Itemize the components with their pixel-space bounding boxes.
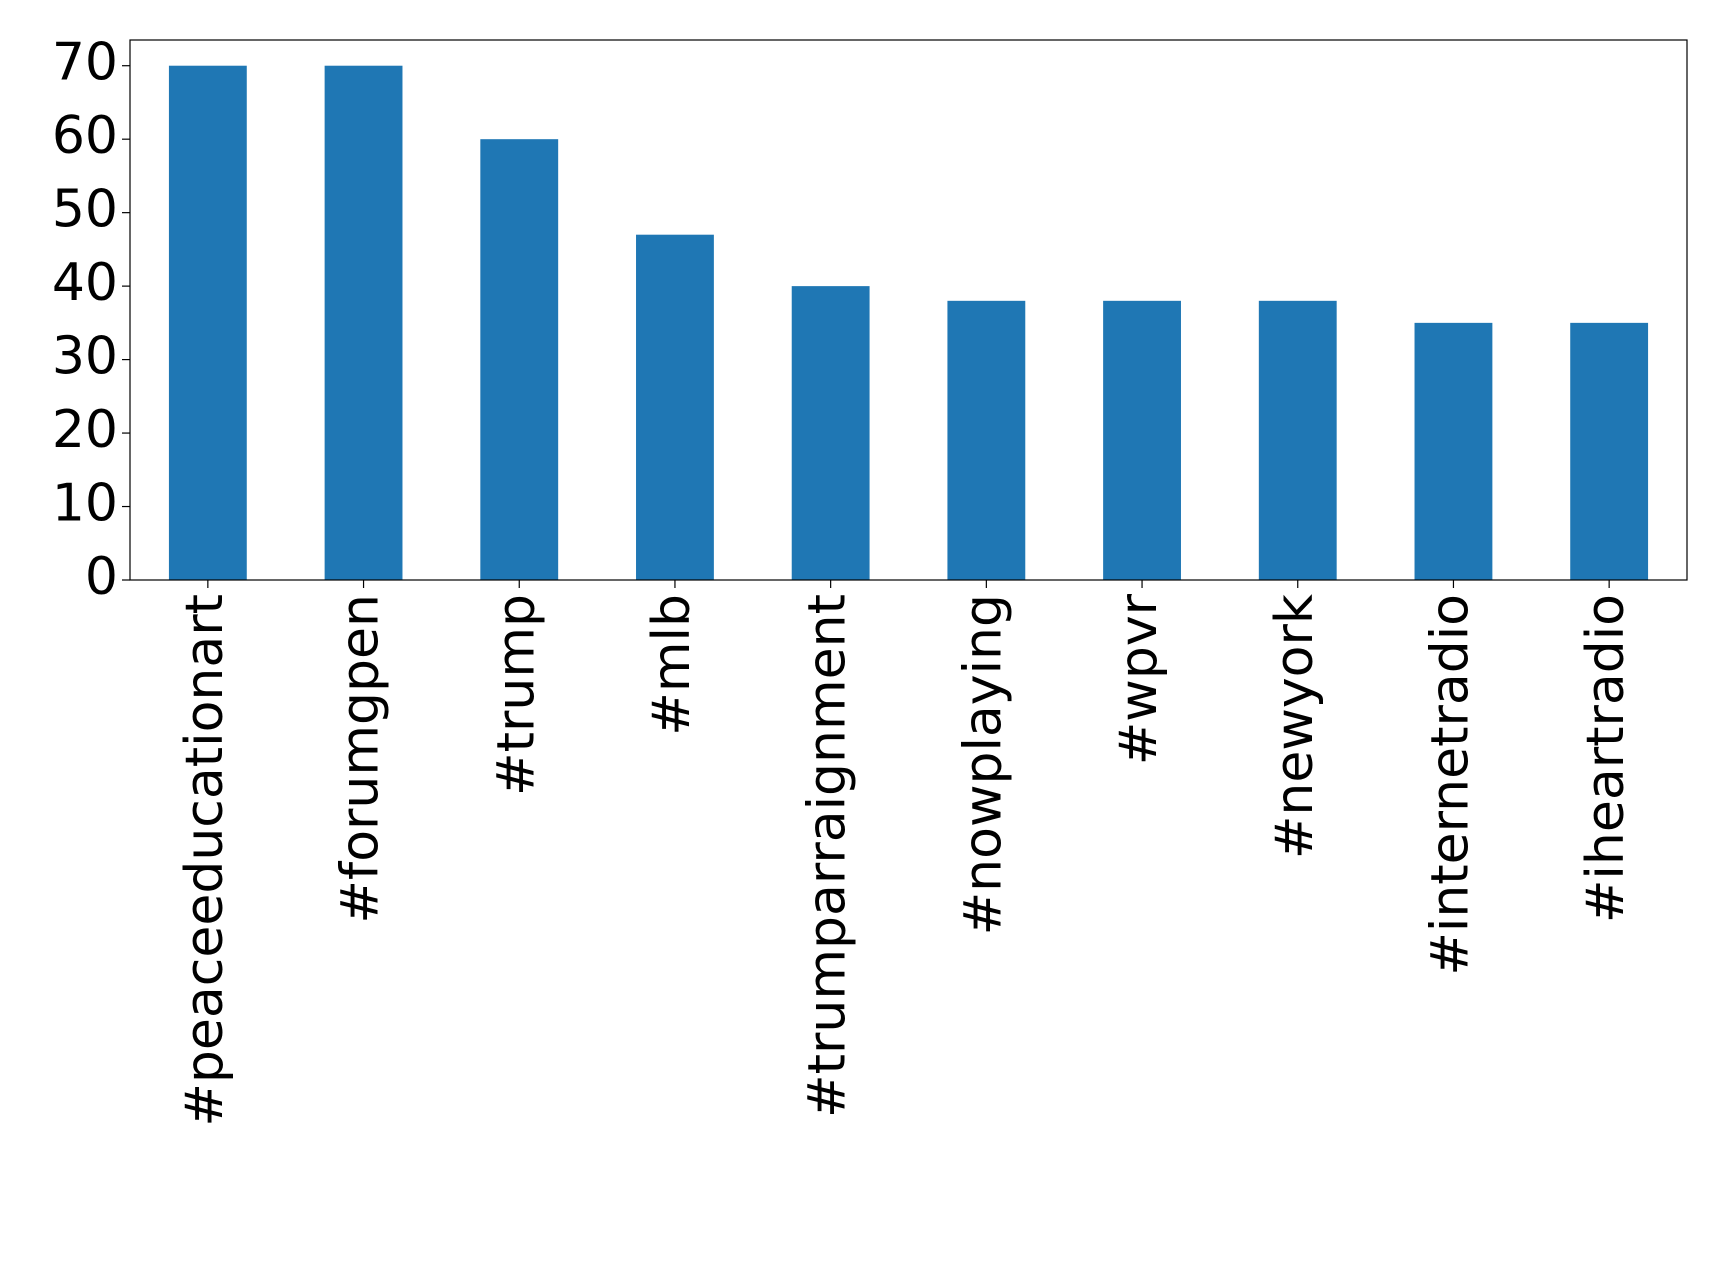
bar xyxy=(1103,300,1181,580)
bar xyxy=(1258,300,1337,580)
bar xyxy=(636,234,714,580)
bar xyxy=(480,139,559,581)
x-tick-label: #forumgpen xyxy=(331,594,391,924)
bar xyxy=(1570,322,1649,580)
x-tick-label: #trump xyxy=(486,594,546,796)
bar xyxy=(791,286,870,580)
plot-frame xyxy=(129,39,1688,581)
y-tick-label: 30 xyxy=(52,327,118,387)
x-tick-label: #mlb xyxy=(642,594,702,736)
y-tick-label: 40 xyxy=(52,253,118,313)
y-tick-label: 70 xyxy=(52,33,118,93)
x-tick-label: #iheartradio xyxy=(1576,594,1636,923)
y-tick-label: 0 xyxy=(85,547,118,607)
x-tick-label: #trumparraignment xyxy=(798,594,858,1118)
y-tick-label: 60 xyxy=(52,106,118,166)
x-tick-label: #internetradio xyxy=(1420,594,1480,976)
bar xyxy=(168,65,247,580)
bar xyxy=(947,300,1026,580)
bar xyxy=(324,65,403,580)
y-tick-label: 20 xyxy=(52,400,118,460)
x-tick-label: #nowplaying xyxy=(953,594,1013,935)
y-tick-label: 10 xyxy=(52,474,118,534)
x-tick-label: #peaceeducationart xyxy=(175,594,235,1127)
y-tick-label: 50 xyxy=(52,180,118,240)
x-tick-label: #wpvr xyxy=(1109,593,1169,765)
bar xyxy=(1414,322,1493,580)
x-tick-label: #newyork xyxy=(1265,594,1325,859)
